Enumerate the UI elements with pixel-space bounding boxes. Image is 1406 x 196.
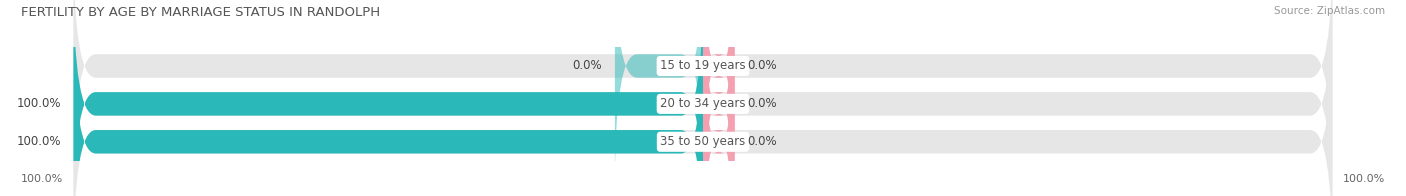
FancyBboxPatch shape — [703, 0, 734, 187]
Text: 100.0%: 100.0% — [21, 174, 63, 184]
FancyBboxPatch shape — [614, 0, 703, 187]
Text: 35 to 50 years: 35 to 50 years — [661, 135, 745, 148]
FancyBboxPatch shape — [73, 21, 1333, 196]
FancyBboxPatch shape — [73, 21, 703, 196]
Text: 100.0%: 100.0% — [1343, 174, 1385, 184]
FancyBboxPatch shape — [73, 0, 703, 196]
Text: 0.0%: 0.0% — [572, 60, 602, 73]
Text: 0.0%: 0.0% — [747, 97, 776, 110]
FancyBboxPatch shape — [73, 0, 1333, 187]
Text: 0.0%: 0.0% — [747, 60, 776, 73]
Text: 100.0%: 100.0% — [17, 135, 60, 148]
Text: 0.0%: 0.0% — [747, 135, 776, 148]
FancyBboxPatch shape — [73, 0, 1333, 196]
FancyBboxPatch shape — [703, 0, 734, 196]
Text: Source: ZipAtlas.com: Source: ZipAtlas.com — [1274, 6, 1385, 16]
Text: 15 to 19 years: 15 to 19 years — [661, 60, 745, 73]
FancyBboxPatch shape — [703, 21, 734, 196]
Text: 20 to 34 years: 20 to 34 years — [661, 97, 745, 110]
Text: 100.0%: 100.0% — [17, 97, 60, 110]
Text: FERTILITY BY AGE BY MARRIAGE STATUS IN RANDOLPH: FERTILITY BY AGE BY MARRIAGE STATUS IN R… — [21, 6, 380, 19]
